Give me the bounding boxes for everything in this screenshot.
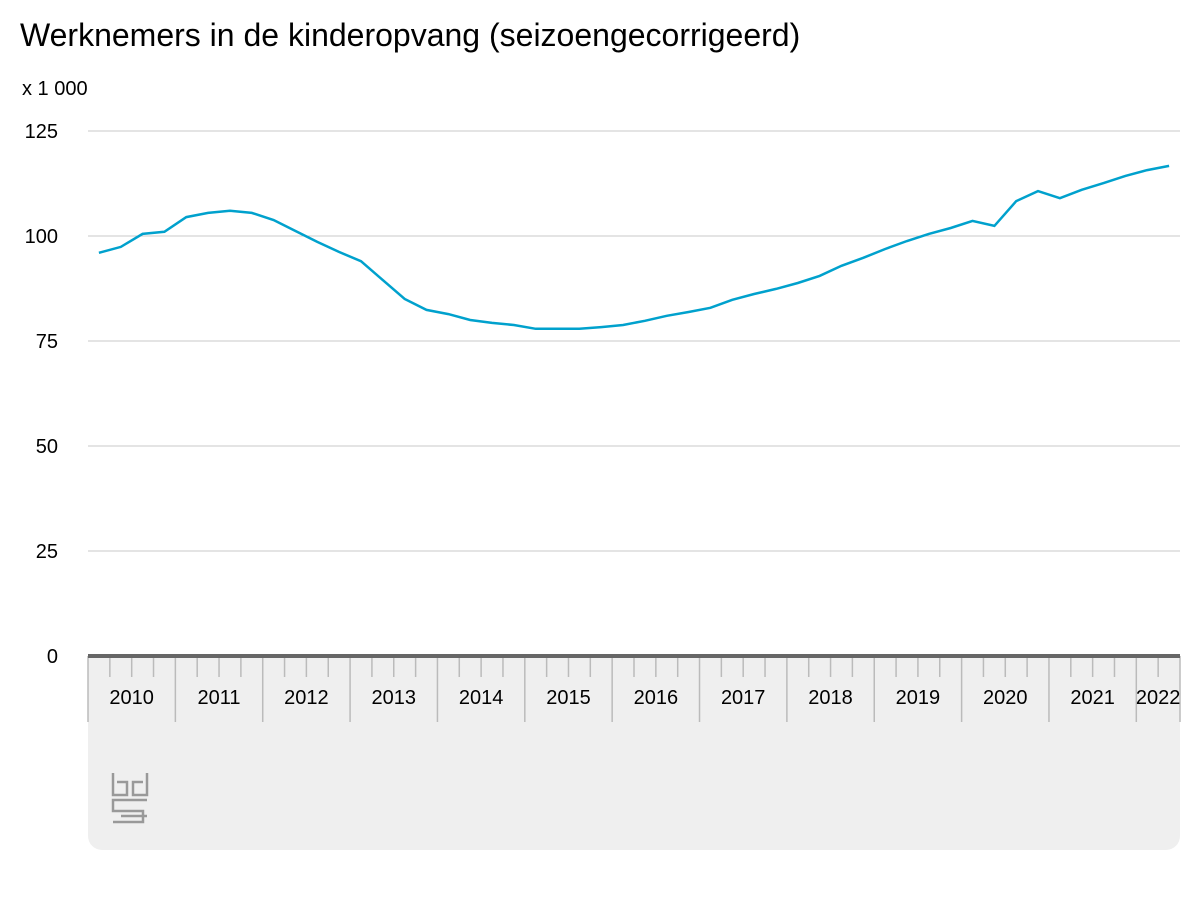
- y-tick-label: 125: [25, 121, 58, 143]
- x-tick-label: 2019: [896, 687, 941, 709]
- x-tick-label: 2013: [372, 687, 417, 709]
- x-tick-label: 2020: [983, 687, 1028, 709]
- line: [98, 164, 1170, 331]
- logo: [111, 773, 149, 824]
- x-tick-label: 2011: [198, 687, 241, 709]
- y-tick-label: 75: [36, 331, 58, 353]
- y-tick-label: 25: [36, 541, 58, 563]
- y-tick-label: 100: [25, 226, 58, 248]
- x-tick-label: 2021: [1070, 687, 1115, 709]
- y-tick-label: 50: [36, 436, 58, 458]
- x-tick-label: 2015: [546, 687, 591, 709]
- y-axis-label: x 1 000: [22, 78, 88, 100]
- x-tick-label: 2010: [109, 687, 154, 709]
- x-tick-label: 2022: [1136, 687, 1181, 709]
- x-tick-label: 2016: [634, 687, 679, 709]
- x-tick-label: 2018: [808, 687, 853, 709]
- x-tick-label: 2012: [284, 687, 329, 709]
- chart-title: Werknemers in de kinderopvang (seizoenge…: [20, 17, 800, 53]
- x-tick-label: 2014: [459, 687, 504, 709]
- y-tick-label: 0: [47, 646, 58, 668]
- x-tick-label: 2017: [721, 687, 766, 709]
- axis-panel: [88, 656, 1180, 850]
